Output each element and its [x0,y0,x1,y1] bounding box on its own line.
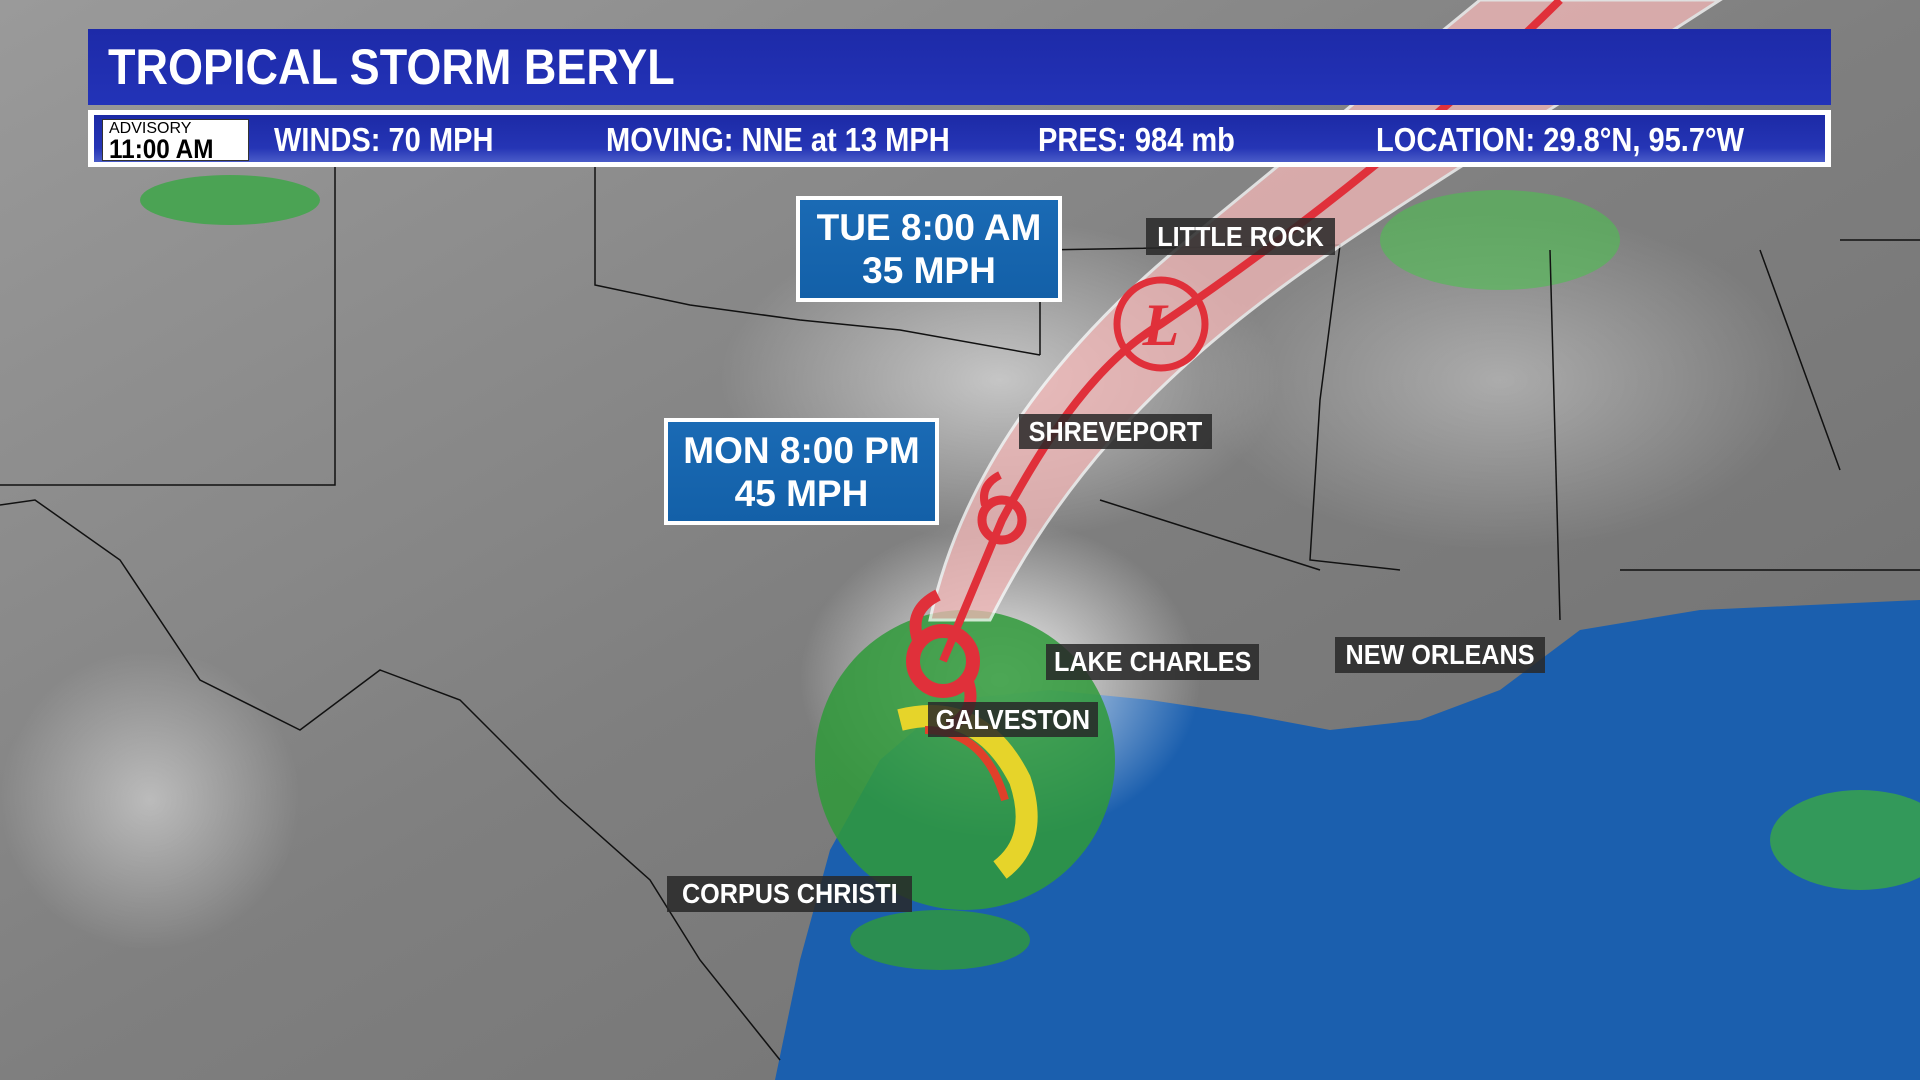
city-label-lake-charles: LAKE CHARLES [1046,644,1259,680]
location-stat: LOCATION: 29.8°N, 95.7°W [1376,121,1745,158]
storm-title-banner: TROPICAL STORM BERYL [88,29,1831,105]
city-label-galveston: GALVESTON [928,702,1098,737]
advisory-label: ADVISORY [109,120,192,137]
forecast-time: MON 8:00 PM [683,429,920,471]
forecast-box-mon: MON 8:00 PM 45 MPH [664,418,939,525]
city-name: NEW ORLEANS [1345,639,1535,670]
forecast-time: TUE 8:00 AM [816,207,1042,248]
city-label-new-orleans: NEW ORLEANS [1335,637,1545,673]
forecast-wind: 45 MPH [734,472,869,514]
city-name: LITTLE ROCK [1157,220,1324,252]
advisory-info-bar: ADVISORY 11:00 AM WINDS: 70 MPH MOVING: … [88,110,1831,167]
moving-stat: MOVING: NNE at 13 MPH [606,121,950,158]
advisory-time: 11:00 AM [109,134,214,164]
radar-storm-bands [140,175,1920,970]
city-name: CORPUS CHRISTI [681,878,898,909]
city-name: LAKE CHARLES [1053,646,1252,677]
tropical-depression-icon [977,471,1027,545]
forecast-wind: 35 MPH [862,250,996,291]
city-label-corpus-christi: CORPUS CHRISTI [667,876,912,912]
pressure-stat: PRES: 984 mb [1038,121,1235,158]
city-name: SHREVEPORT [1028,415,1203,447]
winds-stat: WINDS: 70 MPH [274,121,494,158]
advisory-time-box: ADVISORY 11:00 AM [102,119,249,164]
city-label-shreveport: SHREVEPORT [1019,414,1212,449]
city-label-little-rock: LITTLE ROCK [1146,218,1335,255]
forecast-box-tue: TUE 8:00 AM 35 MPH [796,196,1062,302]
low-pressure-icon: L [1113,276,1209,372]
svg-text:L: L [1142,292,1180,358]
storm-title: TROPICAL STORM BERYL [108,39,675,95]
city-name: GALVESTON [935,703,1091,735]
